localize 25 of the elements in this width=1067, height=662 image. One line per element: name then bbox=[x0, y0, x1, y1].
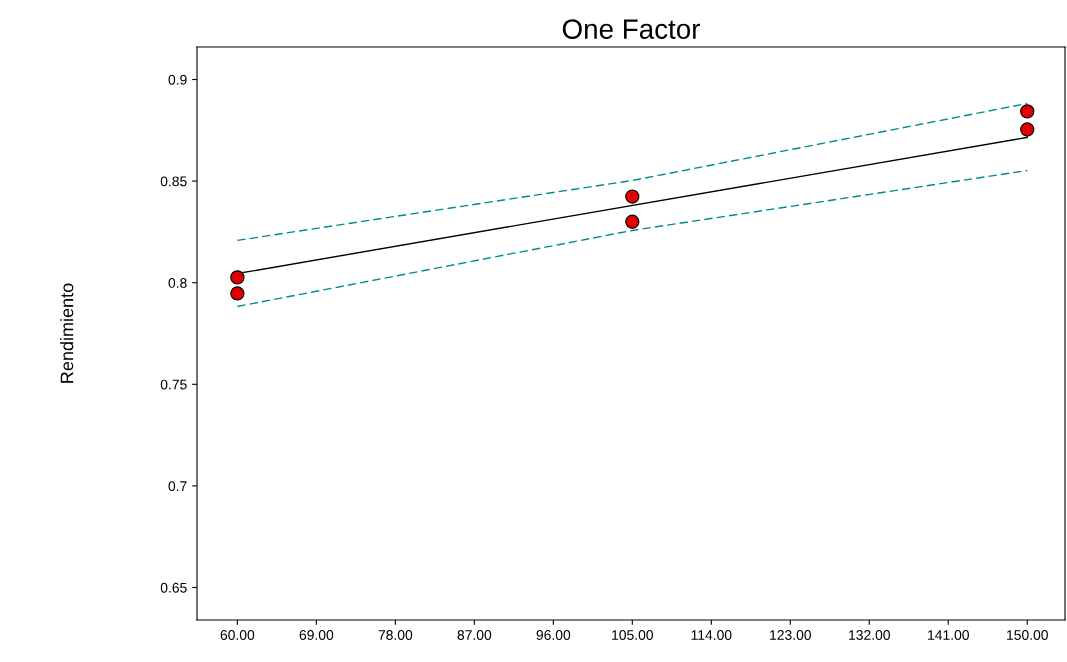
x-tick-label: 150.00 bbox=[1007, 630, 1048, 640]
y-axis-title: Rendimiento bbox=[60, 283, 74, 383]
x-tick-label: 69.00 bbox=[299, 630, 334, 640]
y-tick-label: 0.8 bbox=[168, 278, 187, 288]
y-tick-label: 0.75 bbox=[160, 379, 187, 390]
point bbox=[230, 286, 245, 301]
point bbox=[1020, 122, 1035, 137]
y-tick-label: 0.9 bbox=[168, 74, 187, 85]
point bbox=[625, 214, 640, 229]
y-tick-label: 0.7 bbox=[168, 481, 187, 492]
y-tick-label: 0.85 bbox=[160, 176, 187, 187]
point bbox=[1020, 104, 1035, 119]
chart-title: One Factor bbox=[562, 19, 701, 39]
x-tick-label: 78.00 bbox=[378, 630, 413, 640]
point bbox=[230, 270, 245, 285]
x-tick-label: 87.00 bbox=[457, 630, 492, 640]
point bbox=[625, 189, 640, 204]
y-tick-label: 0.65 bbox=[160, 582, 187, 593]
x-tick-label: 123.00 bbox=[770, 630, 811, 640]
x-tick-label: 141.00 bbox=[928, 630, 969, 640]
x-tick-label: 105.00 bbox=[612, 630, 654, 640]
x-tick-label: 114.00 bbox=[691, 630, 732, 640]
x-tick-label: 96.00 bbox=[536, 630, 571, 640]
x-tick-label: 132.00 bbox=[849, 630, 890, 640]
x-tick-label: 60.00 bbox=[220, 630, 255, 640]
